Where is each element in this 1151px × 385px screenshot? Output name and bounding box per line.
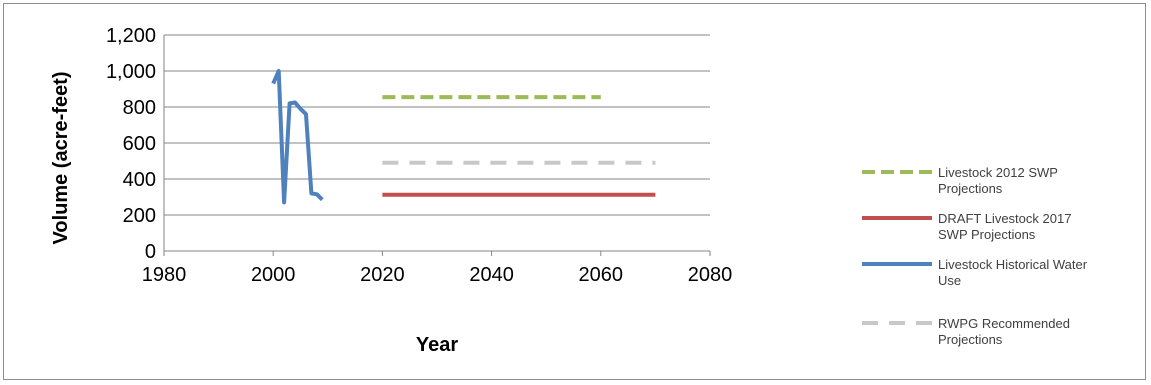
y-tick-label: 400 xyxy=(123,169,156,191)
series-lines xyxy=(271,69,656,205)
x-tick-labels: 1980 2000 2020 2040 2060 2080 xyxy=(142,264,733,286)
gridlines xyxy=(164,34,710,216)
y-tick-label: 1,200 xyxy=(106,25,156,47)
legend-label: SWP Projections xyxy=(938,227,1036,242)
legend-label: Projections xyxy=(938,181,1003,196)
axes xyxy=(163,35,711,256)
y-tick-label: 600 xyxy=(123,133,156,155)
y-tick-label: 200 xyxy=(123,205,156,227)
y-tick-label: 1,000 xyxy=(106,61,156,83)
legend-label: Projections xyxy=(938,332,1003,347)
x-tick-label: 1980 xyxy=(142,264,187,286)
legend-label: DRAFT Livestock 2017 xyxy=(938,211,1071,226)
x-axis-title: Year xyxy=(416,334,458,356)
x-tick-label: 2060 xyxy=(579,264,624,286)
y-axis-title: Volume (acre-feet) xyxy=(50,71,72,244)
legend-label: Livestock 2012 SWP xyxy=(938,165,1058,180)
chart-frame xyxy=(3,3,1146,380)
legend-label: RWPG Recommended xyxy=(938,316,1070,331)
x-tick-label: 2080 xyxy=(688,264,733,286)
legend-label: Livestock Historical Water xyxy=(938,257,1088,272)
y-tick-label: 0 xyxy=(145,241,156,263)
x-tick-label: 2020 xyxy=(360,264,405,286)
x-tick-label: 2040 xyxy=(469,264,514,286)
legend-label: Use xyxy=(938,273,961,288)
series-line-3 xyxy=(271,69,324,205)
y-tick-label: 800 xyxy=(123,97,156,119)
y-tick-labels: 0 200 400 600 800 1,000 1,200 xyxy=(106,25,156,263)
x-tick-label: 2000 xyxy=(251,264,296,286)
